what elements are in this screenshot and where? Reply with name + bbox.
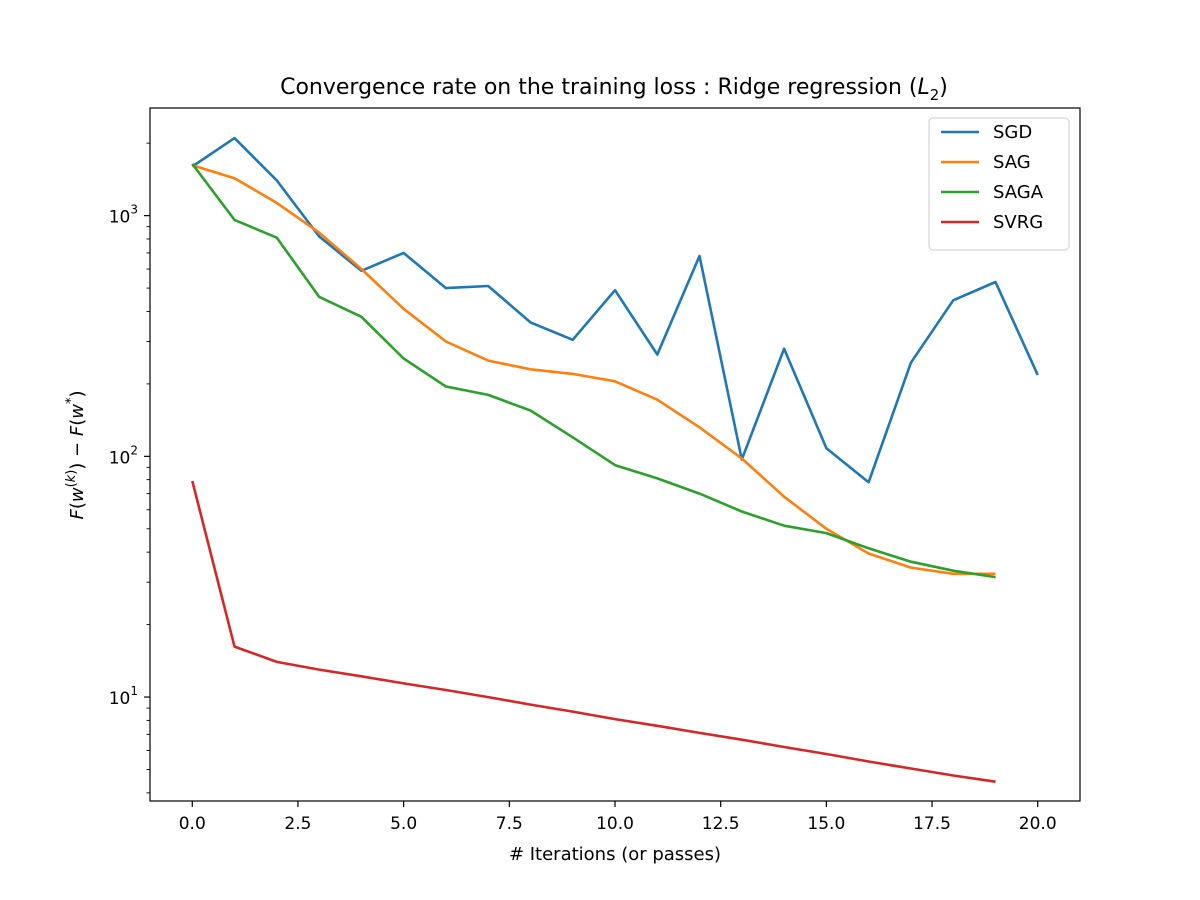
legend: SGD SAG SAGA SVRG bbox=[928, 117, 1070, 251]
y-tick-label: 103 bbox=[109, 203, 138, 228]
series-layer bbox=[191, 136, 1039, 783]
x-axis: 0.0 2.5 5.0 7.5 10.0 12.5 15.0 17.5 20.0 bbox=[179, 801, 1057, 834]
x-tick-label: 15.0 bbox=[807, 814, 845, 834]
y-tick-label: 101 bbox=[109, 684, 138, 709]
x-tick-label: 20.0 bbox=[1019, 814, 1057, 834]
x-tick-label: 5.0 bbox=[390, 814, 417, 834]
chart-title-text: Convergence rate on the training loss : … bbox=[280, 75, 902, 100]
legend-label-svrg: SVRG bbox=[993, 212, 1043, 233]
legend-box bbox=[928, 117, 1070, 251]
series-line-saga bbox=[191, 163, 996, 579]
x-axis-label: # Iterations (or passes) bbox=[509, 844, 721, 865]
legend-label-sag: SAG bbox=[993, 152, 1031, 173]
x-tick-label: 17.5 bbox=[913, 814, 951, 834]
y-axis: 101 102 103 bbox=[109, 142, 150, 794]
x-tick-label: 0.0 bbox=[179, 814, 206, 834]
y-axis-label: F(w(k)) − F(w*) bbox=[64, 390, 88, 519]
x-tick-label: 10.0 bbox=[596, 814, 634, 834]
series-line-sgd bbox=[191, 136, 1039, 484]
x-tick-label: 2.5 bbox=[284, 814, 311, 834]
legend-label-saga: SAGA bbox=[993, 182, 1044, 203]
series-line-svrg bbox=[191, 480, 996, 783]
x-tick-label: 7.5 bbox=[496, 814, 523, 834]
y-tick-label: 102 bbox=[109, 443, 138, 468]
chart-title: Convergence rate on the training loss : … bbox=[280, 75, 948, 104]
legend-label-sgd: SGD bbox=[993, 122, 1032, 143]
series-line-sag bbox=[191, 163, 996, 576]
chart-title-math-subscript: 2 bbox=[930, 86, 940, 104]
x-tick-label: 12.5 bbox=[702, 814, 740, 834]
chart-title-close-paren: ) bbox=[939, 75, 948, 100]
chart-title-math: L bbox=[917, 75, 929, 100]
